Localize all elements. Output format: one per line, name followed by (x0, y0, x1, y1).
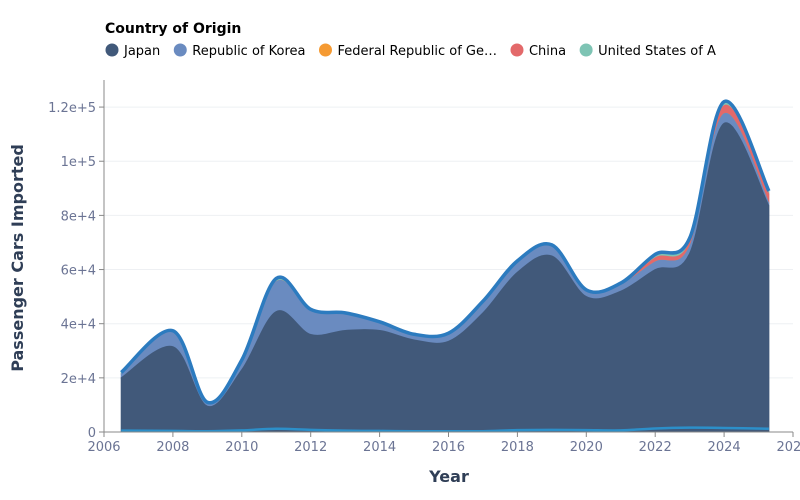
legend-title: Country of Origin (105, 21, 241, 37)
legend-label-japan: Japan (123, 44, 160, 59)
plot-areas (120, 99, 771, 433)
legend-swatch-china (510, 43, 524, 57)
x-tick-label: 2010 (225, 440, 258, 455)
legend-label-republic-of-korea: Republic of Korea (192, 44, 305, 59)
x-tick-label: 2020 (570, 440, 603, 455)
legend-swatch-united-states-of-a (579, 43, 593, 57)
bottom-series-line (121, 426, 769, 433)
legend-swatch-japan (105, 43, 119, 57)
y-tick-label: 8e+4 (61, 209, 96, 224)
x-tick-label: 2022 (639, 440, 672, 455)
x-tick-label: 2008 (156, 440, 189, 455)
y-tick-label: 1e+5 (61, 155, 96, 170)
legend-swatch-federal-republic-of-ge (318, 43, 332, 57)
y-tick-label: 0 (88, 426, 96, 441)
x-tick-label: 2014 (363, 440, 396, 455)
y-tick-label: 4e+4 (61, 318, 96, 333)
x-axis-ticks: 2006 2008 2010 2012 2014 2016 2018 2020 2022 2024… (87, 432, 800, 455)
legend-label-united-states-of-a: United States of A (598, 44, 716, 59)
x-tick-label: 2016 (432, 440, 465, 455)
x-tick-label: 2026 (776, 440, 800, 455)
area-japan (120, 122, 770, 433)
y-tick-label: 1.2e+5 (48, 101, 96, 116)
legend-label-china: China (529, 44, 566, 59)
legend: Country of Origin Japan Republic of Korea… (105, 21, 716, 59)
total-outline (120, 99, 771, 405)
y-axis-ticks: 0 2e+4 4e+4 6e+4 8e+4 1e+5 1.2e+5 (48, 101, 104, 441)
y-tick-label: 2e+4 (61, 372, 96, 387)
x-tick-label: 2018 (501, 440, 534, 455)
x-tick-label: 2024 (708, 440, 741, 455)
x-tick-label: 2012 (294, 440, 327, 455)
y-tick-label: 6e+4 (61, 264, 96, 279)
legend-label-federal-republic-of-ge: Federal Republic of Ge… (337, 44, 497, 59)
x-axis-title: Year (428, 467, 469, 486)
legend-swatch-republic-of-korea (173, 43, 187, 57)
y-axis-title: Passenger Cars Imported (8, 144, 27, 372)
x-tick-label: 2006 (87, 440, 120, 455)
